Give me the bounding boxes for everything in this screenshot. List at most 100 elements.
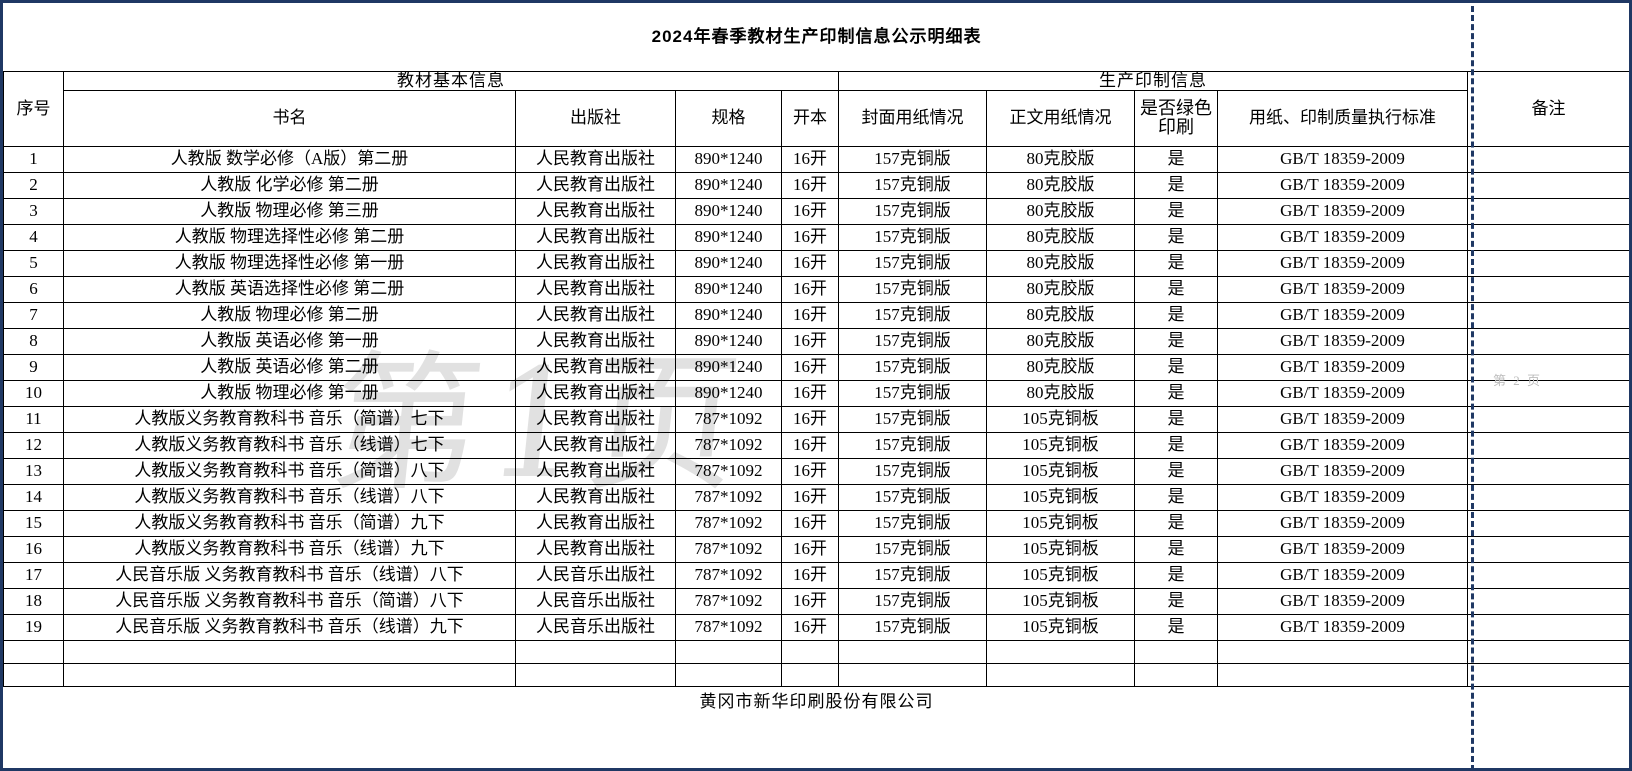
- cell-standard[interactable]: GB/T 18359-2009: [1217, 457, 1468, 485]
- cell-publisher[interactable]: 人民教育出版社: [515, 327, 676, 355]
- cell-green-print[interactable]: 是: [1134, 587, 1218, 615]
- cell-standard[interactable]: GB/T 18359-2009: [1217, 223, 1468, 251]
- cell-cover-paper[interactable]: 157克铜版: [838, 613, 987, 641]
- cell-format[interactable]: 16开: [781, 301, 839, 329]
- cell-cover-paper[interactable]: 157克铜版: [838, 327, 987, 355]
- cell-cover-paper[interactable]: 157克铜版: [838, 197, 987, 225]
- cell-green-print[interactable]: 是: [1134, 379, 1218, 407]
- cell-cover-paper[interactable]: 157克铜版: [838, 509, 987, 537]
- cell-format[interactable]: 16开: [781, 431, 839, 459]
- cell-standard[interactable]: GB/T 18359-2009: [1217, 613, 1468, 641]
- cell-cover-paper[interactable]: 157克铜版: [838, 561, 987, 589]
- cell-remark[interactable]: [1466, 171, 1629, 199]
- cell-format[interactable]: 16开: [781, 509, 839, 537]
- cell-remark[interactable]: [1466, 535, 1629, 563]
- cell-cover-paper[interactable]: 157克铜版: [838, 535, 987, 563]
- cell-format[interactable]: 16开: [781, 197, 839, 225]
- cell-remark[interactable]: [1466, 561, 1629, 589]
- cell-cover-paper[interactable]: 157克铜版: [838, 353, 987, 381]
- cell-publisher[interactable]: 人民教育出版社: [515, 249, 676, 277]
- cell-book-name[interactable]: 人教版 物理必修 第一册: [63, 379, 516, 407]
- cell-remark[interactable]: [1466, 353, 1629, 381]
- cell-cover-paper[interactable]: 157克铜版: [838, 223, 987, 251]
- cell-cover-paper[interactable]: 157克铜版: [838, 431, 987, 459]
- empty-cell[interactable]: [3, 639, 64, 664]
- cell-body-paper[interactable]: 80克胶版: [986, 223, 1135, 251]
- cell-cover-paper[interactable]: 157克铜版: [838, 483, 987, 511]
- cell-spec[interactable]: 890*1240: [675, 353, 782, 381]
- table-row[interactable]: 19 人民音乐版 义务教育教科书 音乐（线谱）九下 人民音乐出版社 787*1092 1…: [3, 613, 1629, 641]
- cell-remark[interactable]: [1466, 301, 1629, 329]
- cell-seq[interactable]: 19: [3, 613, 64, 641]
- cell-cover-paper[interactable]: 157克铜版: [838, 171, 987, 199]
- table-row[interactable]: 11 人教版义务教育教科书 音乐（简谱）七下 人民教育出版社 787*1092 16开 1…: [3, 405, 1629, 433]
- cell-remark[interactable]: [1466, 509, 1629, 537]
- cell-green-print[interactable]: 是: [1134, 275, 1218, 303]
- cell-body-paper[interactable]: 105克铜板: [986, 561, 1135, 589]
- cell-standard[interactable]: GB/T 18359-2009: [1217, 197, 1468, 225]
- cell-seq[interactable]: 17: [3, 561, 64, 589]
- cell-book-name[interactable]: 人教版义务教育教科书 音乐（线谱）九下: [63, 535, 516, 563]
- empty-cell[interactable]: [838, 639, 987, 664]
- empty-cell[interactable]: [1217, 639, 1468, 664]
- empty-cell[interactable]: [1134, 662, 1218, 687]
- cell-green-print[interactable]: 是: [1134, 197, 1218, 225]
- table-row[interactable]: 15 人教版义务教育教科书 音乐（简谱）九下 人民教育出版社 787*1092 16开 1…: [3, 509, 1629, 537]
- cell-cover-paper[interactable]: 157克铜版: [838, 405, 987, 433]
- cell-spec[interactable]: 890*1240: [675, 249, 782, 277]
- cell-format[interactable]: 16开: [781, 171, 839, 199]
- empty-cell[interactable]: [1217, 662, 1468, 687]
- cell-standard[interactable]: GB/T 18359-2009: [1217, 535, 1468, 563]
- cell-spec[interactable]: 787*1092: [675, 587, 782, 615]
- empty-cell[interactable]: [515, 639, 676, 664]
- cell-format[interactable]: 16开: [781, 483, 839, 511]
- empty-cell[interactable]: [63, 662, 516, 687]
- table-row[interactable]: 8 人教版 英语必修 第一册 人民教育出版社 890*1240 16开 157克铜版 80克…: [3, 327, 1629, 355]
- table-row[interactable]: 13 人教版义务教育教科书 音乐（简谱）八下 人民教育出版社 787*1092 16开 1…: [3, 457, 1629, 485]
- cell-remark[interactable]: [1466, 483, 1629, 511]
- cell-book-name[interactable]: 人教版义务教育教科书 音乐（简谱）九下: [63, 509, 516, 537]
- cell-remark[interactable]: [1466, 145, 1629, 173]
- cell-publisher[interactable]: 人民教育出版社: [515, 483, 676, 511]
- cell-book-name[interactable]: 人教版 物理选择性必修 第一册: [63, 249, 516, 277]
- cell-standard[interactable]: GB/T 18359-2009: [1217, 275, 1468, 303]
- table-row[interactable]: 5 人教版 物理选择性必修 第一册 人民教育出版社 890*1240 16开 157克铜版…: [3, 249, 1629, 277]
- cell-book-name[interactable]: 人民音乐版 义务教育教科书 音乐（线谱）八下: [63, 561, 516, 589]
- cell-seq[interactable]: 9: [3, 353, 64, 381]
- cell-format[interactable]: 16开: [781, 587, 839, 615]
- cell-cover-paper[interactable]: 157克铜版: [838, 249, 987, 277]
- cell-seq[interactable]: 15: [3, 509, 64, 537]
- cell-seq[interactable]: 12: [3, 431, 64, 459]
- cell-publisher[interactable]: 人民音乐出版社: [515, 561, 676, 589]
- cell-publisher[interactable]: 人民教育出版社: [515, 223, 676, 251]
- cell-seq[interactable]: 4: [3, 223, 64, 251]
- cell-body-paper[interactable]: 80克胶版: [986, 275, 1135, 303]
- cell-seq[interactable]: 3: [3, 197, 64, 225]
- empty-cell[interactable]: [675, 639, 782, 664]
- cell-body-paper[interactable]: 80克胶版: [986, 327, 1135, 355]
- cell-publisher[interactable]: 人民教育出版社: [515, 275, 676, 303]
- cell-seq[interactable]: 7: [3, 301, 64, 329]
- cell-seq[interactable]: 16: [3, 535, 64, 563]
- cell-green-print[interactable]: 是: [1134, 301, 1218, 329]
- table-row[interactable]: 2 人教版 化学必修 第二册 人民教育出版社 890*1240 16开 157克铜版 80克…: [3, 171, 1629, 199]
- cell-spec[interactable]: 890*1240: [675, 301, 782, 329]
- cell-standard[interactable]: GB/T 18359-2009: [1217, 249, 1468, 277]
- cell-standard[interactable]: GB/T 18359-2009: [1217, 509, 1468, 537]
- cell-standard[interactable]: GB/T 18359-2009: [1217, 145, 1468, 173]
- cell-seq[interactable]: 14: [3, 483, 64, 511]
- empty-cell[interactable]: [1134, 639, 1218, 664]
- table-row[interactable]: 18 人民音乐版 义务教育教科书 音乐（简谱）八下 人民音乐出版社 787*1092 1…: [3, 587, 1629, 615]
- cell-cover-paper[interactable]: 157克铜版: [838, 379, 987, 407]
- cell-seq[interactable]: 5: [3, 249, 64, 277]
- empty-cell[interactable]: [781, 639, 839, 664]
- cell-green-print[interactable]: 是: [1134, 327, 1218, 355]
- cell-green-print[interactable]: 是: [1134, 145, 1218, 173]
- cell-format[interactable]: 16开: [781, 353, 839, 381]
- cell-publisher[interactable]: 人民教育出版社: [515, 431, 676, 459]
- cell-book-name[interactable]: 人教版义务教育教科书 音乐（线谱）八下: [63, 483, 516, 511]
- cell-remark[interactable]: [1466, 327, 1629, 355]
- cell-cover-paper[interactable]: 157克铜版: [838, 457, 987, 485]
- table-row[interactable]: 12 人教版义务教育教科书 音乐（线谱）七下 人民教育出版社 787*1092 16开 1…: [3, 431, 1629, 459]
- empty-cell[interactable]: [515, 662, 676, 687]
